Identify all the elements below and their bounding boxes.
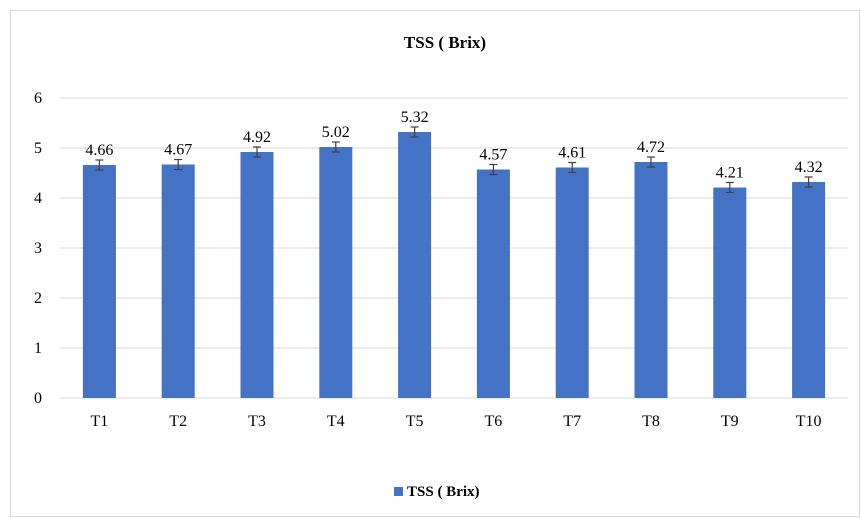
- y-tick-label: 4: [34, 190, 42, 207]
- data-label: 4.92: [243, 129, 271, 146]
- x-tick-label: T7: [563, 413, 581, 430]
- legend: TSS ( Brix): [394, 484, 480, 500]
- x-tick-label: T2: [169, 413, 187, 430]
- data-label: 5.02: [322, 124, 350, 141]
- x-tick-label: T8: [642, 413, 660, 430]
- chart-title: TSS ( Brix): [404, 33, 486, 52]
- bar-t9: [713, 187, 747, 398]
- bar-t6: [476, 169, 510, 398]
- data-label: 5.32: [401, 109, 429, 126]
- data-label: 4.32: [795, 159, 823, 176]
- y-axis-ticks: 0 1 2 3 4 5 6: [34, 90, 42, 407]
- data-label: 4.21: [716, 165, 744, 182]
- y-tick-label: 0: [34, 390, 42, 407]
- x-tick-label: T4: [327, 413, 345, 430]
- x-tick-label: T10: [796, 413, 822, 430]
- bar-t2: [161, 164, 195, 398]
- data-label: 4.67: [164, 142, 192, 159]
- y-tick-label: 2: [34, 290, 42, 307]
- data-label: 4.66: [85, 142, 113, 159]
- data-label: 4.61: [558, 145, 586, 162]
- x-tick-label: T3: [248, 413, 266, 430]
- y-tick-label: 3: [34, 240, 42, 257]
- bar-t4: [319, 147, 353, 398]
- y-tick-label: 5: [34, 140, 42, 157]
- bars: 4.66 4.67 4.92 5.02 5.32 4.57 4.61 4.72 4.21 4.32: [82, 109, 826, 398]
- x-tick-label: T6: [485, 413, 503, 430]
- y-tick-label: 1: [34, 340, 42, 357]
- bar-t8: [634, 162, 668, 398]
- x-tick-label: T1: [91, 413, 109, 430]
- x-tick-label: T9: [721, 413, 739, 430]
- y-tick-label: 6: [34, 90, 42, 107]
- legend-label: TSS ( Brix): [407, 484, 480, 500]
- data-label: 4.72: [637, 139, 665, 156]
- x-tick-label: T5: [406, 413, 424, 430]
- bar-t5: [398, 132, 432, 398]
- bar-t3: [240, 152, 274, 398]
- bar-t1: [82, 165, 116, 398]
- bar-t10: [792, 182, 826, 398]
- legend-swatch: [394, 487, 403, 496]
- data-label: 4.57: [479, 147, 507, 164]
- bar-t7: [555, 167, 589, 398]
- x-axis-ticks: T1 T2 T3 T4 T5 T6 T7 T8 T9 T10: [91, 413, 822, 430]
